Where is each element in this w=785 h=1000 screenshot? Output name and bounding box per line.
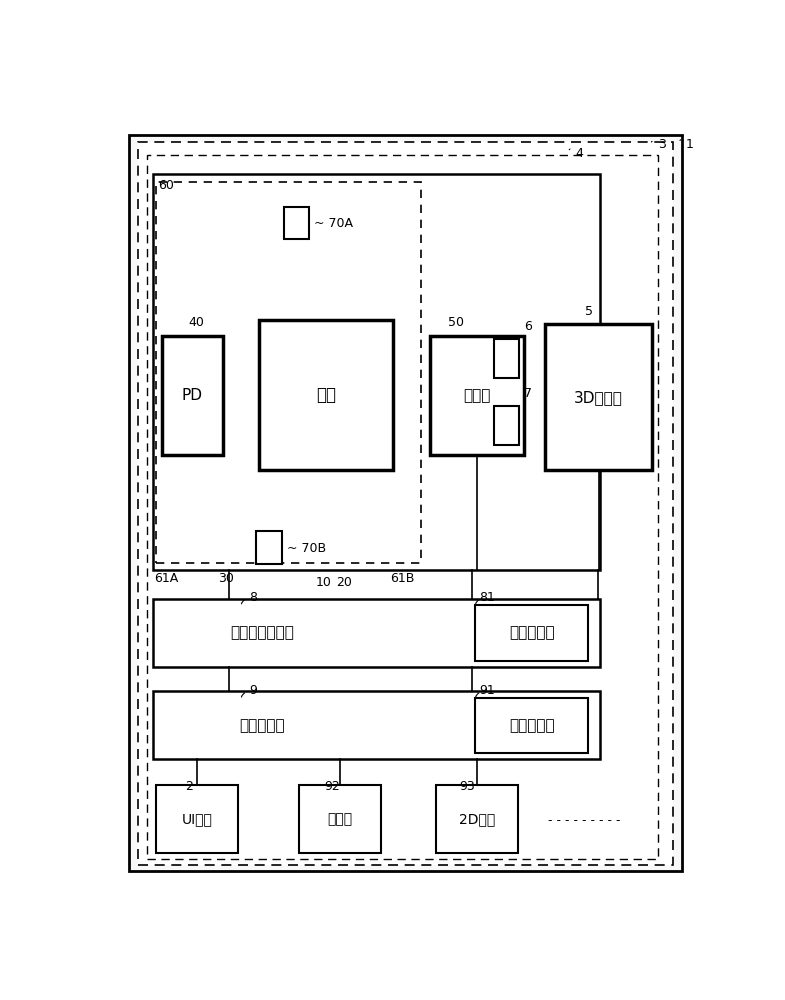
Text: 光源: 光源 <box>316 386 336 404</box>
Text: 30: 30 <box>218 572 234 585</box>
Text: 61A: 61A <box>154 572 178 585</box>
Text: 扬声器: 扬声器 <box>327 812 352 826</box>
Text: 1: 1 <box>685 138 693 151</box>
Text: PD: PD <box>182 388 203 403</box>
Text: 驱动部: 驱动部 <box>463 388 491 403</box>
Bar <box>153 691 600 759</box>
Text: 6: 6 <box>524 320 532 333</box>
Text: 50: 50 <box>448 316 464 329</box>
Bar <box>494 406 519 445</box>
Text: 3: 3 <box>658 138 666 151</box>
Bar <box>256 531 282 564</box>
Text: 3D传感器: 3D传感器 <box>574 390 623 405</box>
Text: 认证处理部: 认证处理部 <box>509 718 554 733</box>
Bar <box>436 785 518 853</box>
Text: 系统控制器: 系统控制器 <box>239 718 285 733</box>
Text: 8: 8 <box>250 591 257 604</box>
Bar <box>259 320 393 470</box>
Text: 2: 2 <box>185 780 193 793</box>
Text: 92: 92 <box>324 780 340 793</box>
Bar <box>153 599 600 667</box>
Text: 4: 4 <box>575 147 583 160</box>
Bar <box>162 336 223 455</box>
Text: UI部分: UI部分 <box>181 812 213 826</box>
Text: 81: 81 <box>480 591 495 604</box>
Text: 40: 40 <box>188 316 204 329</box>
Bar <box>147 155 658 859</box>
Bar <box>475 605 588 661</box>
Bar <box>156 182 421 563</box>
Bar <box>546 324 652 470</box>
Bar <box>429 336 524 455</box>
Bar <box>156 785 238 853</box>
Bar <box>153 174 600 570</box>
Bar <box>137 142 673 865</box>
Text: 7: 7 <box>524 387 532 400</box>
Text: 61B: 61B <box>390 572 414 585</box>
Text: ~ 70B: ~ 70B <box>287 542 326 555</box>
Bar <box>283 207 309 239</box>
Text: 9: 9 <box>250 684 257 697</box>
Text: 93: 93 <box>459 780 475 793</box>
Text: 光学装置控制器: 光学装置控制器 <box>231 625 294 640</box>
Text: 2D相机: 2D相机 <box>458 812 495 826</box>
Text: - - - - - - - - -: - - - - - - - - - <box>548 814 621 827</box>
Text: 20: 20 <box>337 576 352 589</box>
Text: ~ 70A: ~ 70A <box>314 217 353 230</box>
Text: 10: 10 <box>316 576 331 589</box>
Text: 91: 91 <box>480 684 495 697</box>
Text: 5: 5 <box>585 305 593 318</box>
Bar <box>475 698 588 753</box>
Bar <box>494 339 519 378</box>
Text: 60: 60 <box>158 179 173 192</box>
Bar <box>299 785 381 853</box>
Text: 形状指定部: 形状指定部 <box>509 625 554 640</box>
